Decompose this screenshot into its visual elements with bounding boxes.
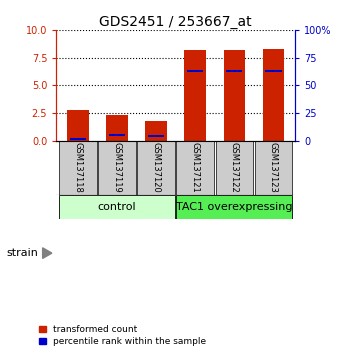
Title: GDS2451 / 253667_at: GDS2451 / 253667_at (99, 15, 252, 29)
Bar (70, 138, 86, 140)
Bar (137, 141, 175, 195)
Text: GSM137120: GSM137120 (151, 142, 161, 193)
Bar (176, 195, 292, 219)
Bar (224, 50, 245, 141)
Bar (216, 141, 253, 195)
Text: strain: strain (7, 248, 39, 258)
Bar (59, 195, 175, 219)
Legend: transformed count, percentile rank within the sample: transformed count, percentile rank withi… (39, 325, 206, 346)
Bar (263, 49, 284, 141)
Bar (59, 141, 97, 195)
Polygon shape (43, 248, 52, 258)
Bar (255, 141, 292, 195)
Text: TAC1 overexpressing: TAC1 overexpressing (176, 202, 293, 212)
Bar (109, 134, 125, 136)
Text: control: control (98, 202, 136, 212)
Bar (265, 70, 282, 72)
Bar (145, 121, 167, 141)
Bar (148, 135, 164, 137)
Bar (106, 115, 128, 141)
Text: GSM137122: GSM137122 (230, 142, 239, 193)
Text: GSM137119: GSM137119 (113, 142, 121, 193)
Text: GSM137118: GSM137118 (73, 142, 82, 193)
Text: GSM137123: GSM137123 (269, 142, 278, 193)
Bar (187, 70, 203, 72)
Bar (98, 141, 136, 195)
Bar (67, 110, 89, 141)
Bar (184, 50, 206, 141)
Text: GSM137121: GSM137121 (191, 142, 200, 193)
Bar (176, 141, 214, 195)
Bar (226, 70, 242, 72)
